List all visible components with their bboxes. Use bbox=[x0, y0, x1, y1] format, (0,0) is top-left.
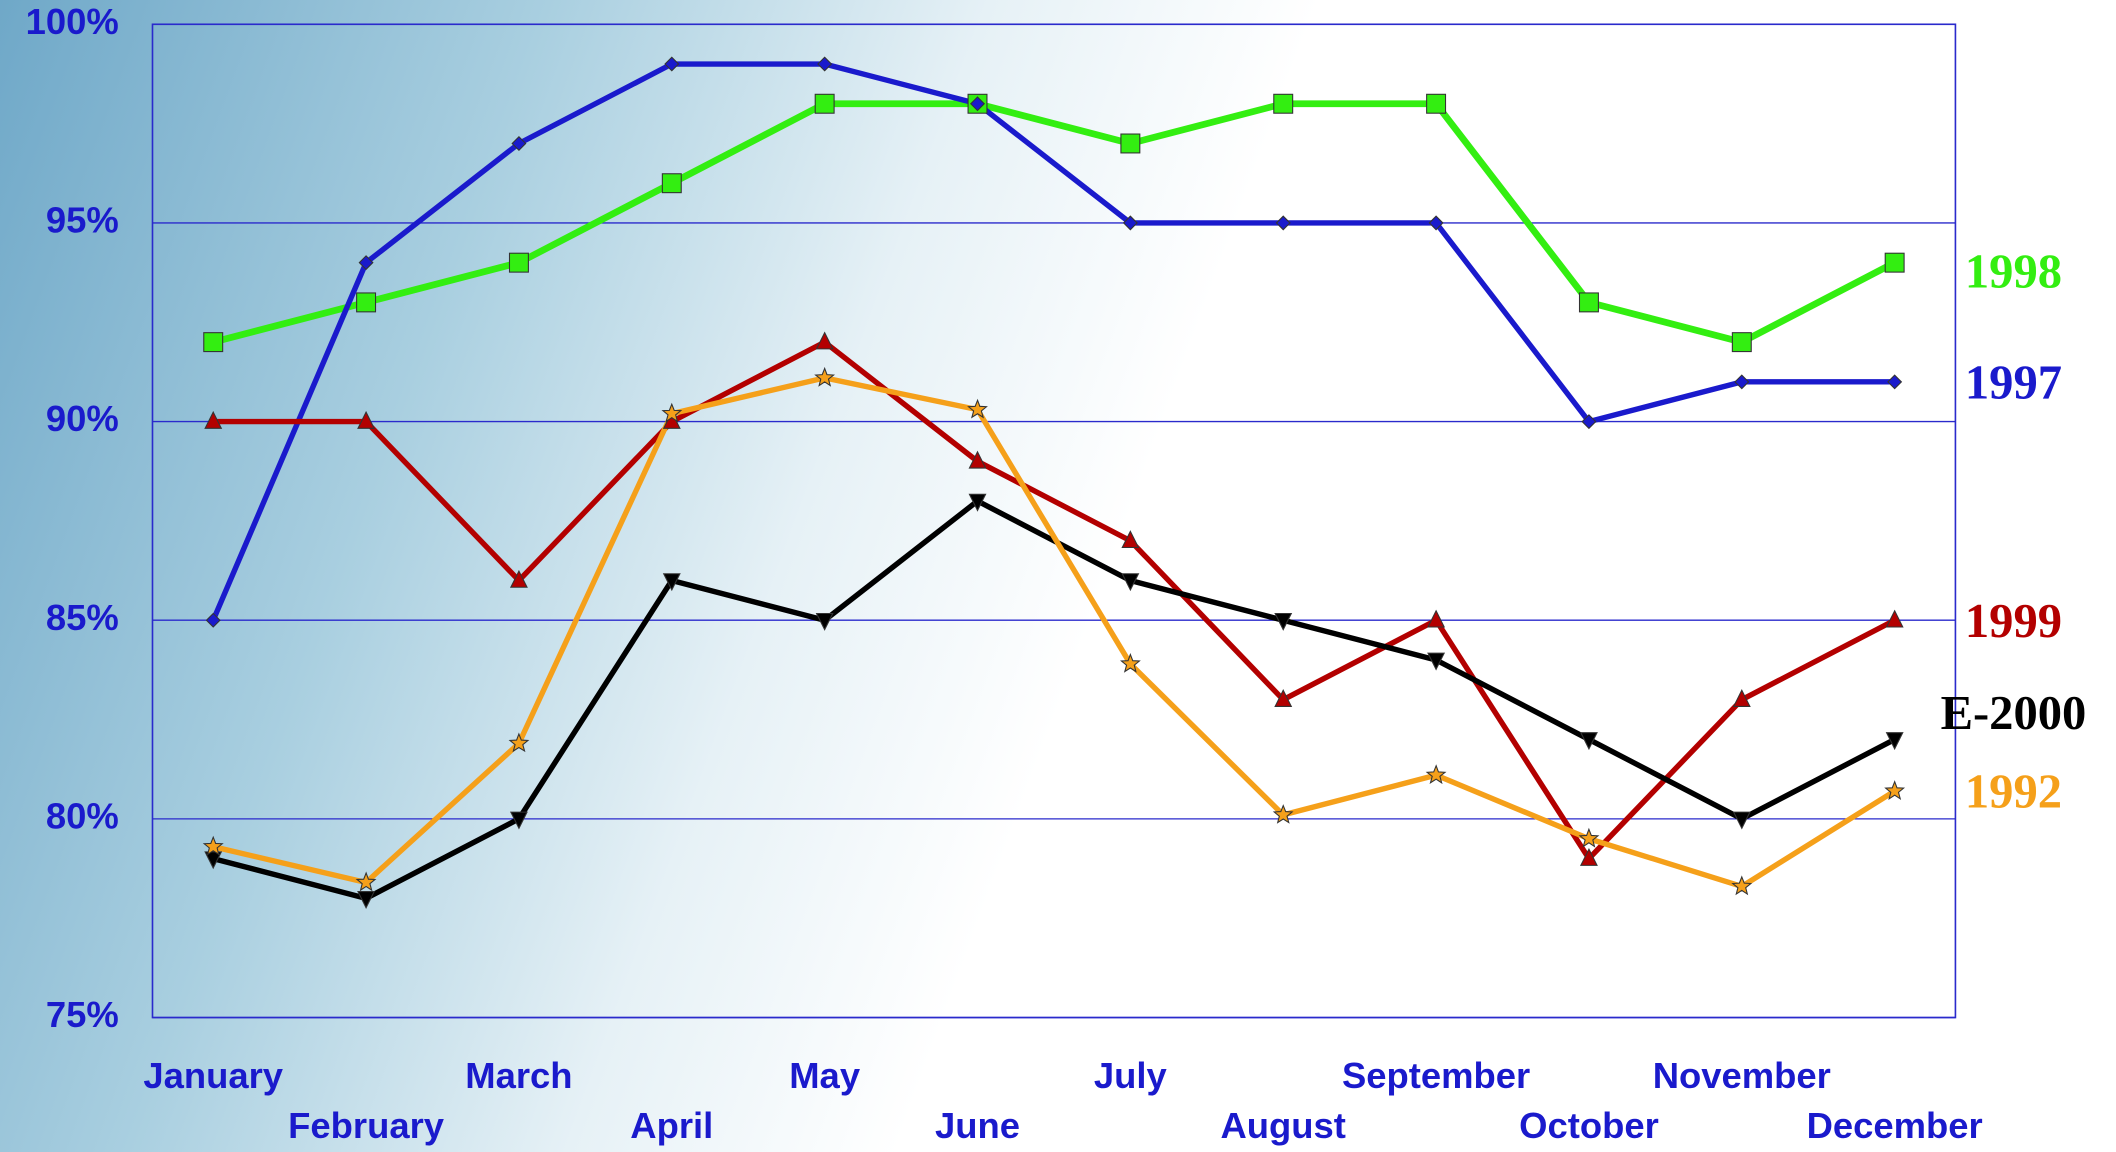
marker bbox=[1120, 133, 1141, 154]
marker bbox=[814, 366, 836, 387]
marker bbox=[1121, 530, 1140, 549]
marker bbox=[815, 612, 834, 631]
x-tick-label: July bbox=[1094, 1055, 1168, 1096]
marker bbox=[1273, 93, 1294, 114]
marker bbox=[511, 135, 527, 151]
y-tick-label: 75% bbox=[46, 994, 119, 1035]
marker bbox=[1426, 93, 1447, 114]
series-line bbox=[213, 339, 1896, 862]
marker bbox=[204, 410, 223, 429]
marker bbox=[357, 410, 376, 429]
series-line bbox=[210, 61, 1895, 622]
marker bbox=[1884, 780, 1906, 801]
marker bbox=[1579, 732, 1598, 751]
marker bbox=[202, 835, 224, 856]
marker bbox=[1731, 875, 1753, 896]
y-tick-label: 95% bbox=[46, 200, 119, 241]
marker bbox=[1428, 215, 1444, 231]
marker bbox=[1427, 652, 1446, 671]
marker bbox=[1732, 811, 1751, 830]
marker bbox=[968, 450, 987, 469]
x-tick-label: December bbox=[1807, 1105, 1983, 1146]
marker bbox=[205, 612, 221, 628]
marker bbox=[1578, 827, 1600, 848]
x-tick-label: September bbox=[1342, 1055, 1530, 1096]
marker bbox=[661, 173, 682, 194]
x-tick-label: March bbox=[465, 1055, 572, 1096]
x-tick-label: October bbox=[1519, 1105, 1659, 1146]
y-tick-label: 85% bbox=[46, 597, 119, 638]
marker bbox=[1732, 689, 1751, 707]
marker bbox=[204, 851, 223, 870]
series-label: 1999 bbox=[1965, 594, 2062, 648]
marker bbox=[356, 292, 377, 313]
y-tick-label: 90% bbox=[46, 398, 119, 439]
marker bbox=[1885, 732, 1904, 751]
marker bbox=[1578, 292, 1599, 313]
marker bbox=[1274, 612, 1293, 631]
series-line bbox=[212, 100, 1897, 346]
marker bbox=[968, 493, 987, 512]
marker bbox=[509, 811, 528, 830]
marker bbox=[967, 398, 988, 419]
marker bbox=[815, 331, 834, 350]
marker bbox=[203, 332, 224, 353]
y-tick-label: 80% bbox=[46, 796, 119, 837]
marker bbox=[509, 569, 528, 588]
x-tick-label: April bbox=[630, 1105, 713, 1146]
marker bbox=[969, 96, 986, 112]
marker bbox=[355, 871, 377, 892]
x-tick-label: August bbox=[1221, 1105, 1346, 1146]
marker bbox=[1884, 252, 1905, 273]
marker bbox=[1425, 764, 1447, 785]
marker bbox=[814, 93, 835, 114]
marker bbox=[1581, 414, 1597, 430]
marker bbox=[357, 891, 376, 909]
marker bbox=[358, 255, 374, 271]
marker bbox=[1119, 652, 1141, 673]
x-tick-label: January bbox=[143, 1055, 283, 1096]
x-tick-label: May bbox=[789, 1055, 861, 1096]
marker bbox=[817, 56, 833, 72]
series-line bbox=[212, 375, 1897, 890]
marker bbox=[1885, 609, 1904, 628]
marker bbox=[508, 732, 530, 753]
x-tick-label: June bbox=[935, 1105, 1020, 1146]
marker bbox=[508, 252, 529, 273]
marker bbox=[1427, 609, 1446, 628]
marker bbox=[1275, 215, 1291, 231]
marker bbox=[1274, 689, 1293, 707]
x-tick-label: February bbox=[288, 1105, 445, 1146]
marker bbox=[664, 56, 680, 72]
series-label: E-2000 bbox=[1941, 686, 2087, 740]
marker bbox=[1579, 847, 1598, 866]
marker bbox=[661, 402, 683, 423]
marker bbox=[1121, 573, 1140, 592]
marker bbox=[1734, 374, 1750, 390]
series-label: 1992 bbox=[1965, 765, 2062, 819]
marker bbox=[1272, 804, 1294, 824]
marker bbox=[662, 573, 681, 592]
y-tick-label: 100% bbox=[26, 1, 119, 42]
marker bbox=[1122, 215, 1138, 231]
marker bbox=[1731, 332, 1752, 353]
series-label: 1997 bbox=[1965, 355, 2062, 409]
x-tick-label: November bbox=[1653, 1055, 1831, 1096]
series-label: 1998 bbox=[1965, 244, 2062, 298]
marker bbox=[1887, 374, 1903, 390]
